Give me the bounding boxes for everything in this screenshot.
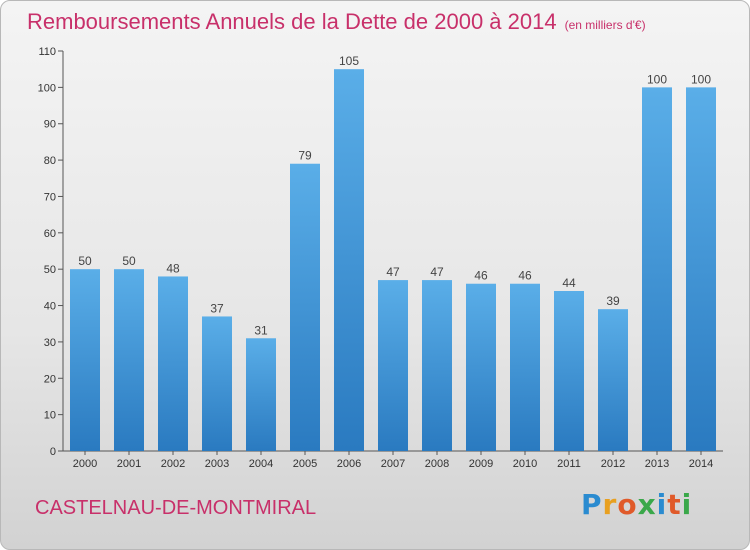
logo-letter: P xyxy=(581,488,603,521)
value-label-2014: 100 xyxy=(691,72,711,86)
bars xyxy=(70,69,716,451)
bar-2010 xyxy=(510,283,540,451)
value-label-2003: 37 xyxy=(210,301,224,315)
bar-2009 xyxy=(466,283,496,451)
value-label-2009: 46 xyxy=(474,269,488,283)
x-tick-label-2005: 2005 xyxy=(293,458,317,470)
y-tick-label: 60 xyxy=(44,228,56,240)
bar-2005 xyxy=(290,163,320,451)
y-tick-label: 10 xyxy=(44,410,56,422)
value-label-2012: 39 xyxy=(606,294,620,308)
y-tick-label: 20 xyxy=(44,373,56,385)
logo-letter: i xyxy=(656,488,668,521)
y-tick-label: 80 xyxy=(44,155,56,167)
y-tick-label: 90 xyxy=(44,119,56,131)
value-label-2010: 46 xyxy=(518,269,532,283)
value-label-2004: 31 xyxy=(254,323,268,337)
chart-title: Remboursements Annuels de la Dette de 20… xyxy=(27,9,646,35)
bar-2007 xyxy=(378,280,408,451)
bar-2011 xyxy=(554,291,584,451)
value-label-2002: 48 xyxy=(166,261,180,275)
logo-letter: x xyxy=(637,488,657,521)
logo-letter: r xyxy=(602,488,618,521)
value-label-2007: 47 xyxy=(386,265,400,279)
bar-2012 xyxy=(598,309,628,451)
bar-2014 xyxy=(686,87,716,451)
axes: 0 10 20 30 40 50 60 70 80 90 100 110 2000 2001 2002 200… xyxy=(38,46,723,470)
bar-2004 xyxy=(246,338,276,451)
x-tick-label-2008: 2008 xyxy=(425,458,449,470)
y-tick-label: 40 xyxy=(44,301,56,313)
proxiti-logo: Proxiti xyxy=(581,488,692,521)
x-tick-label-2006: 2006 xyxy=(337,458,361,470)
x-tick-label-2001: 2001 xyxy=(117,458,141,470)
chart-title-text: Remboursements Annuels de la Dette de 20… xyxy=(27,9,557,34)
value-label-2008: 47 xyxy=(430,265,444,279)
y-tick-label: 100 xyxy=(38,82,56,94)
x-tick-label-2014: 2014 xyxy=(689,458,713,470)
value-label-2013: 100 xyxy=(647,72,667,86)
value-label-2000: 50 xyxy=(78,254,92,268)
y-tick-label: 70 xyxy=(44,191,56,203)
logo-letter: t xyxy=(667,488,682,521)
x-tick-label-2010: 2010 xyxy=(513,458,537,470)
y-tick-label: 50 xyxy=(44,264,56,276)
value-label-2001: 50 xyxy=(122,254,136,268)
bar-2003 xyxy=(202,316,232,451)
x-tick-label-2009: 2009 xyxy=(469,458,493,470)
value-label-2011: 44 xyxy=(562,276,576,290)
bar-2000 xyxy=(70,269,100,451)
value-label-2005: 79 xyxy=(298,149,312,163)
chart-unit: (en milliers d'€) xyxy=(564,18,646,32)
x-tick-label-2000: 2000 xyxy=(73,458,97,470)
bar-2002 xyxy=(158,276,188,451)
x-tick-label-2002: 2002 xyxy=(161,458,185,470)
logo-letter: o xyxy=(617,488,638,521)
data-labels: 50 50 48 37 31 79 105 47 47 46 46 44 39 100 100 xyxy=(78,54,711,337)
x-tick-label-2013: 2013 xyxy=(645,458,669,470)
x-tick-label-2007: 2007 xyxy=(381,458,405,470)
x-tick-label-2003: 2003 xyxy=(205,458,229,470)
logo-letter: i xyxy=(681,488,693,521)
y-tick-label: 0 xyxy=(50,446,56,458)
x-tick-label-2012: 2012 xyxy=(601,458,625,470)
value-label-2006: 105 xyxy=(339,54,359,68)
bar-2013 xyxy=(642,87,672,451)
commune-name: CASTELNAU-DE-MONTMIRAL xyxy=(35,497,317,519)
x-tick-label-2011: 2011 xyxy=(557,458,581,470)
x-tick-label-2004: 2004 xyxy=(249,458,273,470)
y-tick-label: 110 xyxy=(38,46,56,58)
bar-2001 xyxy=(114,269,144,451)
bar-2008 xyxy=(422,280,452,451)
y-tick-label: 30 xyxy=(44,337,56,349)
bar-2006 xyxy=(334,69,364,451)
